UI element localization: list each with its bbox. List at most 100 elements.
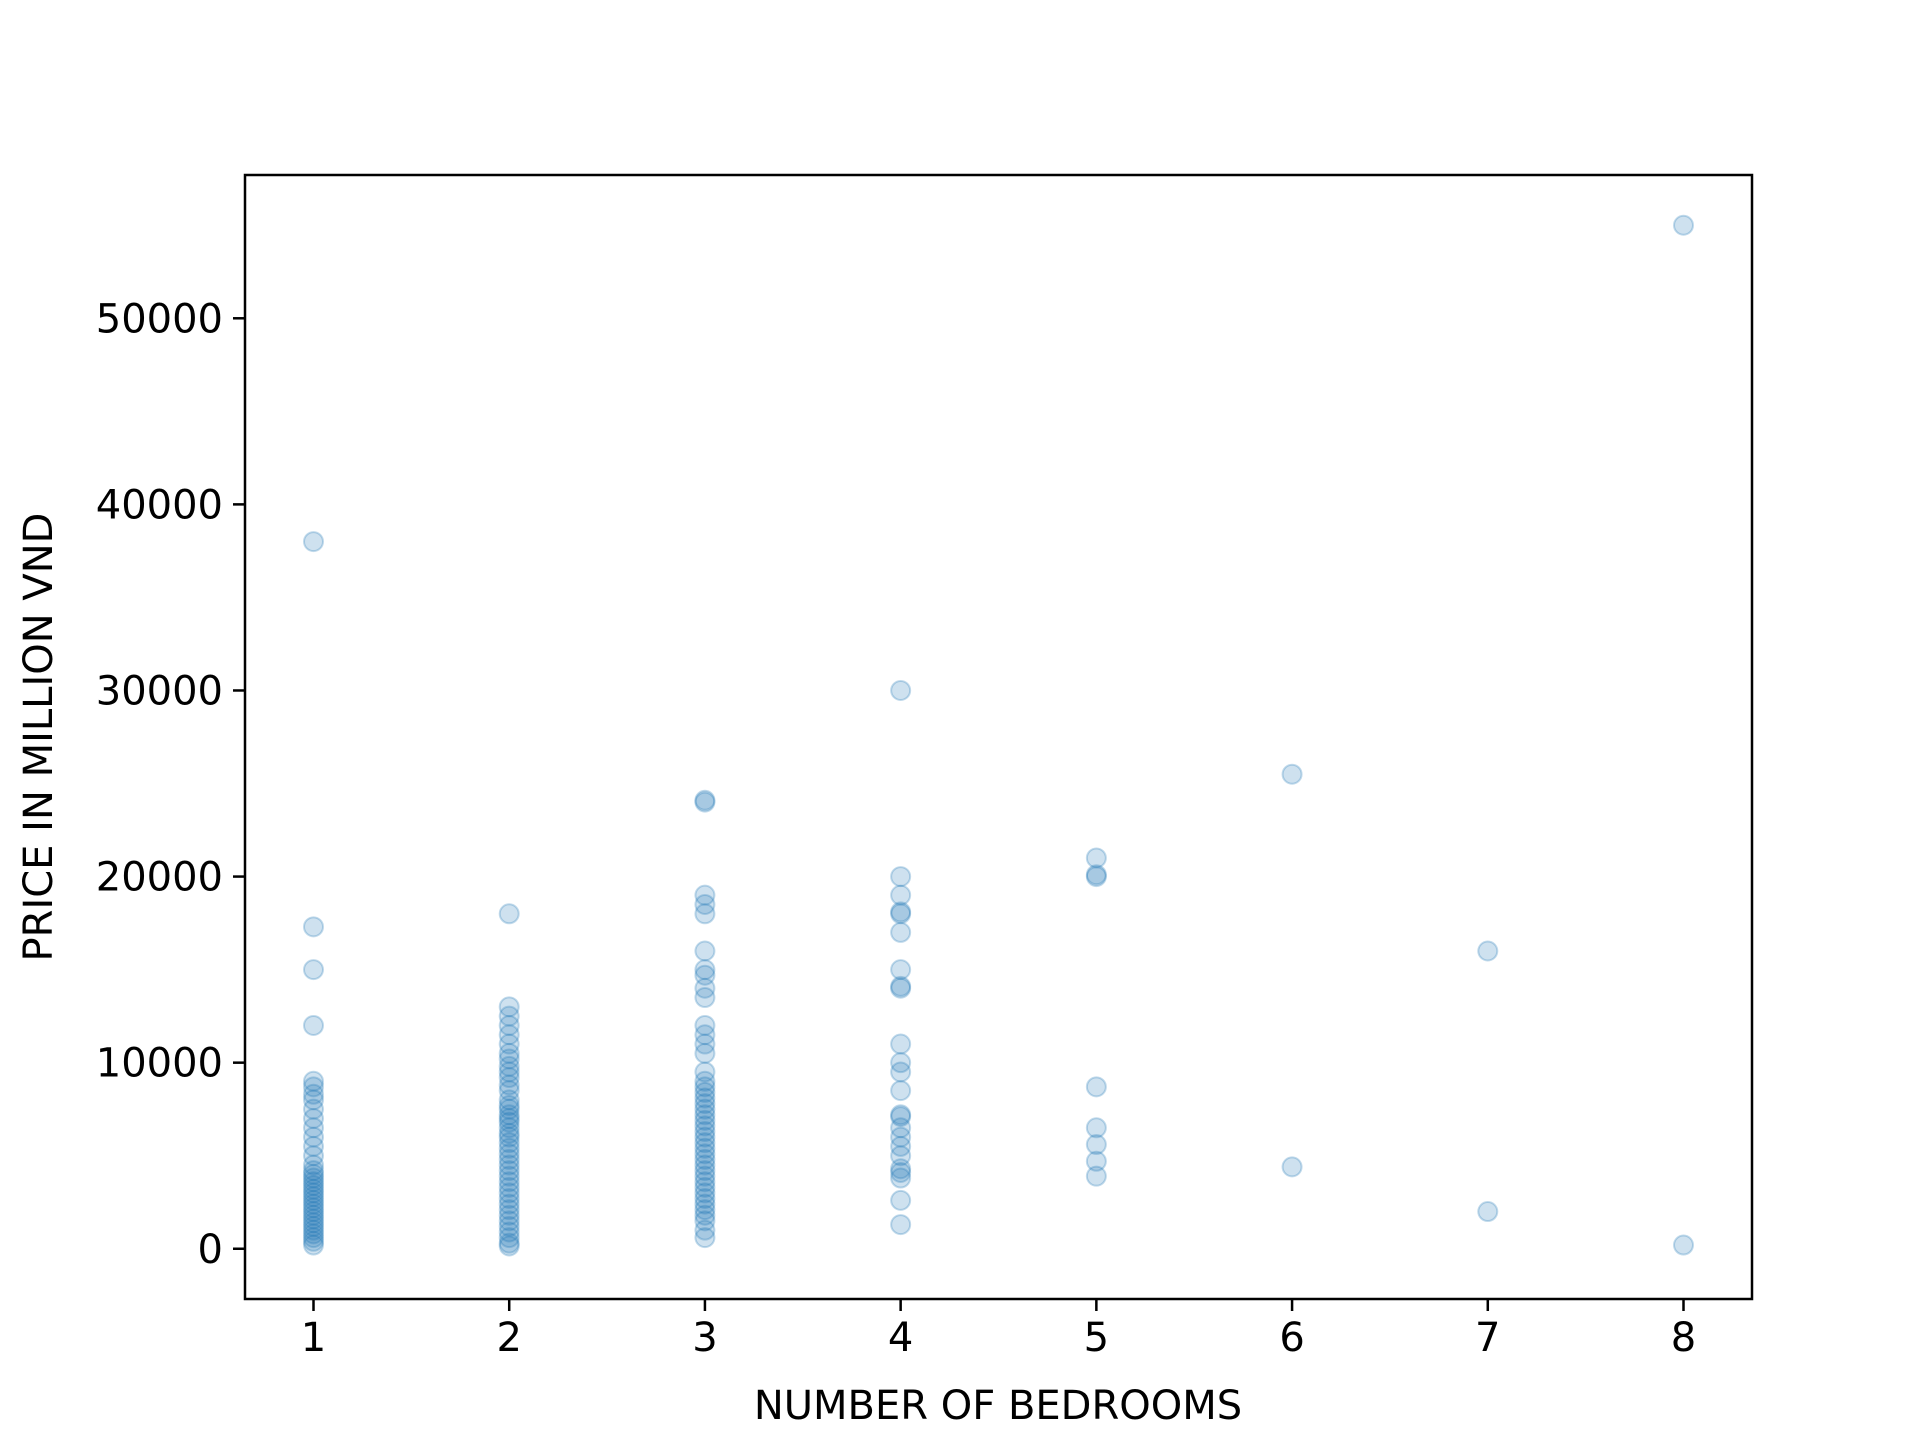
data-point — [303, 1208, 324, 1230]
data-point — [498, 1182, 520, 1204]
data-point — [498, 1188, 520, 1210]
data-point — [890, 1052, 912, 1074]
data-point — [694, 1093, 716, 1115]
data-point — [303, 1212, 324, 1234]
data-point — [498, 1094, 520, 1116]
data-point — [694, 1121, 716, 1143]
data-point — [498, 1227, 520, 1249]
data-point — [890, 1189, 912, 1211]
data-point — [694, 1081, 716, 1103]
data-point — [1085, 1165, 1107, 1187]
data-point — [498, 1074, 520, 1096]
data-point — [498, 1048, 520, 1070]
y-tick-label: 20000 — [96, 855, 223, 901]
data-point — [498, 1098, 520, 1120]
data-point — [303, 1182, 324, 1204]
data-point — [303, 1135, 324, 1157]
data-point — [694, 1137, 716, 1159]
data-point — [303, 1215, 324, 1237]
data-point — [498, 1176, 520, 1198]
data-point — [1085, 847, 1107, 869]
x-tick-label: 8 — [1671, 1315, 1696, 1361]
y-tick-label: 0 — [198, 1227, 223, 1273]
data-point — [303, 531, 324, 553]
data-point — [303, 1107, 324, 1129]
data-point — [694, 1188, 716, 1210]
data-point — [498, 1042, 520, 1064]
data-point — [694, 1132, 716, 1154]
data-point — [303, 1070, 324, 1092]
y-tick-label: 50000 — [96, 296, 223, 342]
data-point — [498, 1165, 520, 1187]
data-point — [498, 1117, 520, 1139]
data-point — [498, 1221, 520, 1243]
data-point — [498, 1067, 520, 1089]
data-point — [1477, 940, 1499, 962]
data-point — [694, 1148, 716, 1170]
data-point — [694, 884, 716, 906]
data-point — [303, 1223, 324, 1245]
data-point — [303, 1154, 324, 1176]
data-point — [498, 996, 520, 1018]
data-point — [694, 1061, 716, 1083]
data-point — [890, 901, 912, 923]
data-point — [890, 1167, 912, 1189]
data-point — [303, 1186, 324, 1208]
data-point — [303, 1171, 324, 1193]
data-point — [498, 1089, 520, 1111]
data-point — [694, 1160, 716, 1182]
data-point — [694, 1098, 716, 1120]
data-point — [498, 1005, 520, 1027]
data-point — [1281, 1156, 1303, 1178]
data-point — [498, 1107, 520, 1129]
data-point — [890, 1061, 912, 1083]
data-point — [1477, 1201, 1499, 1223]
data-point — [694, 1165, 716, 1187]
data-point — [303, 1178, 324, 1200]
data-point — [694, 1076, 716, 1098]
data-point — [1085, 1076, 1107, 1098]
data-point — [1085, 1134, 1107, 1156]
data-point — [498, 1193, 520, 1215]
data-point — [498, 1014, 520, 1036]
data-point — [303, 1227, 324, 1249]
ticks-layer: 1 2 3 4 5 6 7 8 0 10000 20000 30000 40000 50000 — [96, 296, 1696, 1361]
data-point — [694, 1042, 716, 1064]
data-point — [1085, 1117, 1107, 1139]
data-point — [694, 1171, 716, 1193]
data-point — [694, 903, 716, 925]
data-point — [303, 1230, 324, 1252]
data-point — [498, 1061, 520, 1083]
x-tick-label: 3 — [692, 1315, 717, 1361]
data-point — [890, 1158, 912, 1180]
data-point — [890, 679, 912, 701]
data-point — [303, 916, 324, 938]
x-tick-label: 7 — [1475, 1315, 1500, 1361]
data-point — [498, 1111, 520, 1133]
data-point — [694, 1143, 716, 1165]
data-point — [890, 1126, 912, 1148]
data-point — [694, 1176, 716, 1198]
data-point — [694, 1109, 716, 1131]
data-point — [694, 987, 716, 1009]
data-point — [1085, 864, 1107, 886]
data-point — [498, 1204, 520, 1226]
data-point — [303, 1145, 324, 1167]
data-point — [303, 1089, 324, 1111]
axes-frame — [243, 173, 1754, 1301]
data-point — [498, 1122, 520, 1144]
data-point — [303, 1083, 324, 1105]
data-point — [694, 940, 716, 962]
data-point — [303, 1189, 324, 1211]
data-point — [498, 1137, 520, 1159]
data-point — [694, 1210, 716, 1232]
data-point — [303, 1117, 324, 1139]
data-point — [303, 1174, 324, 1196]
data-point — [1673, 1234, 1694, 1256]
data-point — [890, 903, 912, 925]
data-point — [498, 1024, 520, 1046]
data-point — [694, 1087, 716, 1109]
data-point — [694, 1115, 716, 1137]
x-tick-label: 6 — [1279, 1315, 1304, 1361]
